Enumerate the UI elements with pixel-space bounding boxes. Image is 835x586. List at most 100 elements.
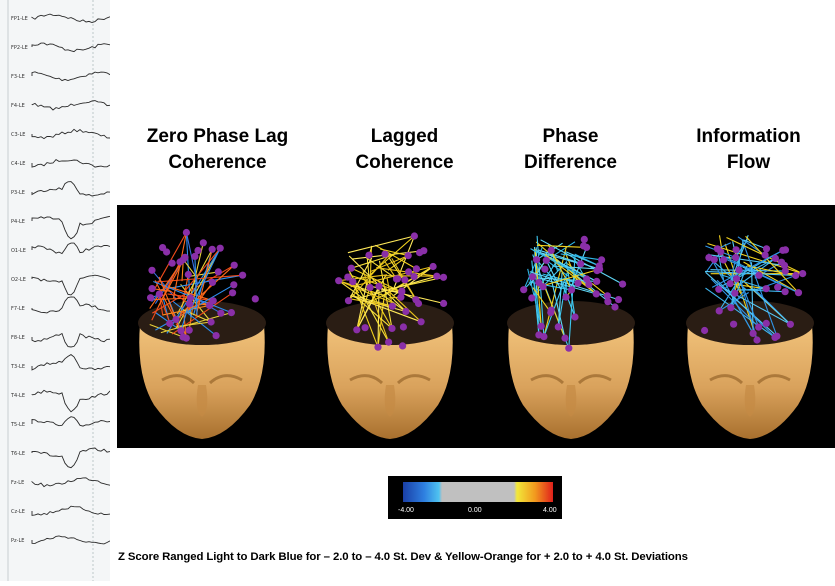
- electrode-node: [172, 316, 179, 323]
- electrode-node: [528, 294, 535, 301]
- electrode-node: [720, 256, 727, 263]
- eeg-trace: [32, 355, 110, 370]
- electrode-node: [543, 257, 550, 264]
- zscore-colorbar: -4.00 0.00 4.00: [388, 476, 562, 519]
- electrode-node: [433, 273, 440, 280]
- eeg-trace: [32, 478, 110, 487]
- electrode-node: [792, 272, 799, 279]
- electrode-node: [619, 281, 626, 288]
- electrode-node: [345, 297, 352, 304]
- eeg-trace: [32, 101, 110, 110]
- colorbar-gradient: [403, 482, 553, 502]
- electrode-node: [366, 284, 373, 291]
- electrode-node: [348, 265, 355, 272]
- colorbar-max-label: 4.00: [543, 507, 557, 514]
- electrode-node: [731, 290, 738, 297]
- eeg-traces: FP1-LEFP2-LEF3-LEF4-LEC3-LEC4-LEP3-LEP4-…: [0, 0, 110, 581]
- electrode-node: [213, 332, 220, 339]
- electrode-node: [209, 246, 216, 253]
- electrode-node: [782, 246, 789, 253]
- electrode-node: [762, 252, 769, 259]
- head-render: [477, 205, 665, 448]
- panel-title-line2: Flow: [666, 150, 831, 176]
- panel-title-phase-difference: Phase Difference: [488, 124, 653, 176]
- eeg-channel-label: T6-LE: [10, 451, 25, 457]
- panel-title-line2: Coherence: [135, 150, 300, 176]
- electrode-node: [399, 342, 406, 349]
- electrode-node: [228, 309, 235, 316]
- eeg-channel-label: F4-LE: [11, 103, 25, 109]
- panel-title-information-flow: Information Flow: [666, 124, 831, 176]
- electrode-node: [574, 280, 581, 287]
- electrode-node: [215, 268, 222, 275]
- electrode-node: [733, 275, 740, 282]
- electrode-node: [252, 295, 259, 302]
- eeg-trace: [32, 14, 110, 22]
- electrode-node: [755, 272, 762, 279]
- electrode-node: [176, 258, 183, 265]
- electrode-node: [440, 300, 447, 307]
- electrode-node: [750, 330, 757, 337]
- eeg-channel-label: T5-LE: [10, 422, 25, 428]
- electrode-node: [716, 307, 723, 314]
- electrode-node: [159, 244, 166, 251]
- eeg-channel-label: F7-LE: [11, 306, 25, 312]
- panel-title-line1: Information: [666, 124, 831, 150]
- electrode-node: [169, 260, 176, 267]
- panel-title-line2: Coherence: [322, 150, 487, 176]
- electrode-node: [362, 324, 369, 331]
- electrode-node: [715, 286, 722, 293]
- electrode-node: [413, 265, 420, 272]
- electrode-node: [548, 247, 555, 254]
- electrode-node: [209, 279, 216, 286]
- electrode-node: [381, 251, 388, 258]
- electrode-node: [763, 285, 770, 292]
- electrode-node: [772, 255, 779, 262]
- connection-line: [537, 245, 587, 247]
- electrode-node: [615, 296, 622, 303]
- electrode-node: [763, 245, 770, 252]
- eeg-trace: [32, 448, 110, 468]
- eeg-trace: [32, 72, 110, 81]
- eeg-trace: [32, 160, 110, 168]
- electrode-node: [561, 335, 568, 342]
- electrode-node: [349, 278, 356, 285]
- eeg-channel-label: T3-LE: [10, 364, 25, 370]
- electrode-node: [520, 286, 527, 293]
- electrode-node: [147, 294, 154, 301]
- electrode-node: [727, 280, 734, 287]
- eeg-trace: [32, 334, 110, 348]
- eeg-channel-label: C4-LE: [11, 161, 25, 167]
- electrode-node: [187, 294, 194, 301]
- eeg-trace: [32, 536, 110, 544]
- electrode-node: [374, 344, 381, 351]
- electrode-node: [535, 279, 542, 286]
- eeg-trace: [32, 417, 110, 426]
- electrode-node: [717, 248, 724, 255]
- electrode-node: [755, 324, 762, 331]
- electrode-node: [411, 273, 418, 280]
- figure-caption: Z Score Ranged Light to Dark Blue for – …: [118, 551, 688, 563]
- electrode-node: [782, 288, 789, 295]
- electrode-node: [420, 247, 427, 254]
- electrode-node: [583, 275, 590, 282]
- electrode-node: [239, 272, 246, 279]
- electrode-node: [200, 239, 207, 246]
- electrode-node: [701, 327, 708, 334]
- eeg-channel-label: O1-LE: [11, 248, 26, 254]
- electrode-node: [611, 303, 618, 310]
- connectivity-panel-lagged: [303, 205, 477, 448]
- electrode-node: [540, 333, 547, 340]
- electrode-node: [365, 252, 372, 259]
- electrode-node: [727, 304, 734, 311]
- eeg-channel-label: FP1-LE: [11, 16, 28, 22]
- electrode-node: [577, 260, 584, 267]
- electrode-node: [177, 327, 184, 334]
- eeg-channel-label: P3-LE: [11, 190, 25, 196]
- connectivity-panel-zero-phase-lag: [117, 205, 303, 448]
- electrode-node: [774, 284, 781, 291]
- electrode-node: [418, 318, 425, 325]
- electrode-node: [593, 290, 600, 297]
- electrode-node: [571, 313, 578, 320]
- eeg-channel-label: T4-LE: [10, 393, 25, 399]
